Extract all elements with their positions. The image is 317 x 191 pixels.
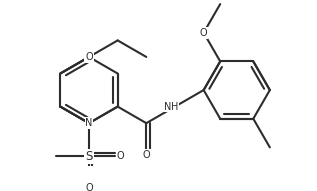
Text: N: N [164, 102, 171, 112]
Text: N: N [85, 118, 93, 128]
Text: O: O [117, 151, 124, 161]
Text: O: O [143, 150, 150, 160]
Text: S: S [85, 150, 93, 163]
Text: O: O [85, 183, 93, 191]
Text: O: O [200, 28, 207, 38]
Text: H: H [171, 102, 179, 112]
Text: O: O [85, 52, 93, 62]
